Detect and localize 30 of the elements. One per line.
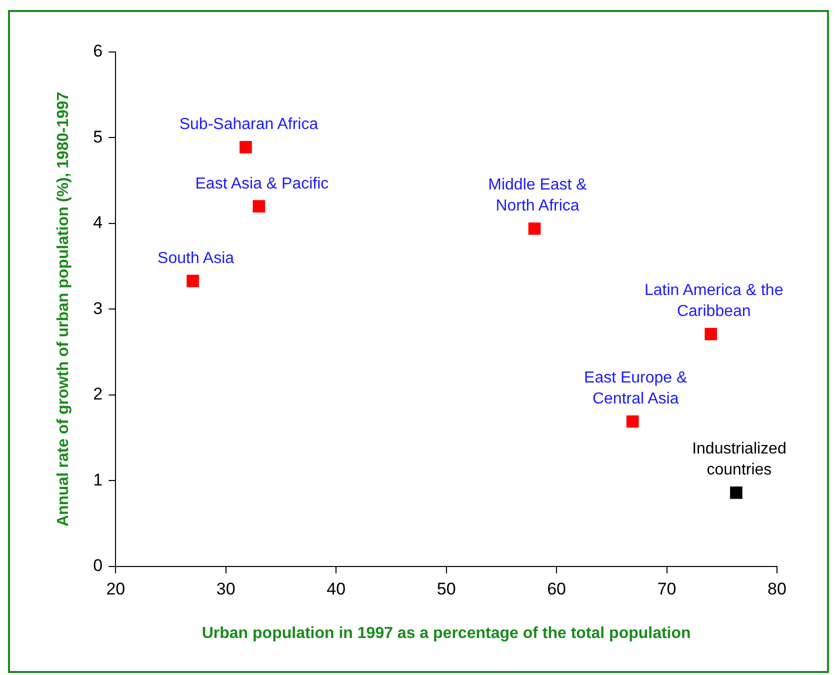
y-tick-label: 0 (93, 556, 103, 576)
x-tick-label: 70 (657, 579, 676, 598)
point (528, 222, 541, 235)
annotation: Sub-Saharan Africa (179, 116, 318, 134)
x-tick-label: 80 (768, 579, 786, 598)
point (186, 274, 199, 288)
point (240, 141, 252, 154)
annotation: East Europe & Central Asia (584, 370, 688, 408)
y-tick-label: 5 (93, 127, 103, 146)
y-tick-label: 3 (93, 298, 103, 318)
x-tick-label: 40 (326, 579, 346, 598)
y-tick-label: 2 (93, 384, 103, 404)
point (704, 328, 718, 340)
x-tick-label: 60 (547, 579, 566, 598)
point (626, 415, 639, 428)
annotation: Latin America & the Caribbean (644, 282, 784, 320)
x-axis-title: Urban population in 1997 as a percentage of the total population (202, 624, 691, 642)
y-axis-title: Annual rate of growth of urban population (%), 1980-1997 (55, 92, 72, 527)
annotation: Middle East & North Africa (488, 176, 588, 215)
annotation: South Asia (158, 250, 234, 267)
y-tick-label: 1 (93, 470, 103, 490)
x-tick-label: 20 (106, 579, 126, 598)
x-tick-label: 50 (436, 579, 456, 598)
y-tick-label: 6 (93, 42, 103, 61)
annotation: Industrialized countries (692, 440, 786, 479)
point (252, 200, 266, 212)
annotation: East Asia & Pacific (195, 175, 329, 192)
x-tick-label: 30 (216, 579, 236, 598)
point (730, 486, 742, 499)
y-tick-label: 4 (93, 213, 103, 232)
